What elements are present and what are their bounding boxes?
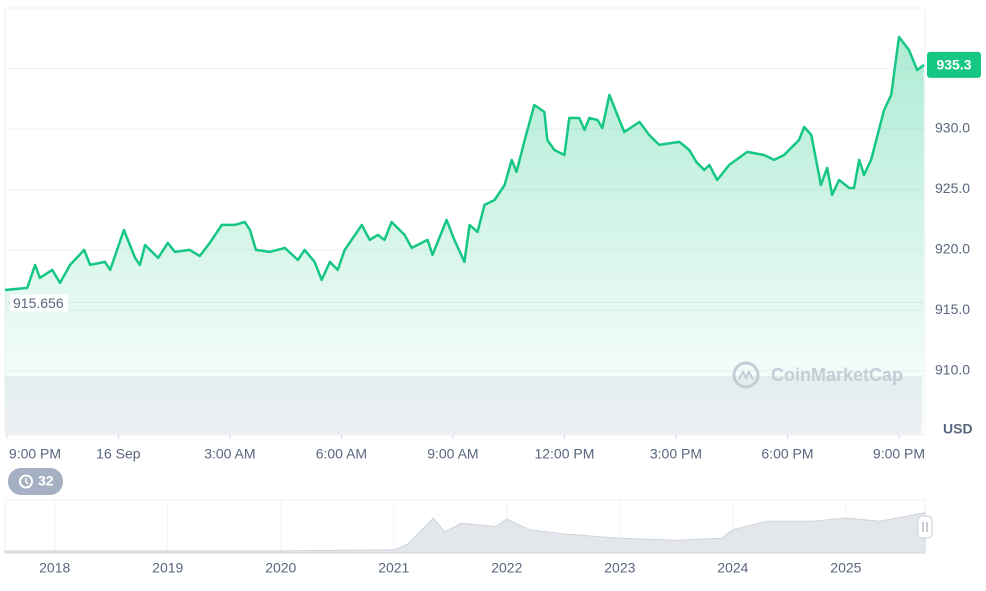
x-tick-label: 2024: [717, 560, 748, 576]
navigator-area: [4, 512, 926, 554]
handle-grip: [922, 522, 928, 532]
x-tick-label: 2018: [39, 560, 70, 576]
history-count: 32: [38, 473, 54, 489]
navigator-handle[interactable]: [917, 515, 933, 539]
price-badge-label: 935.3: [936, 57, 971, 73]
x-tick-label: 6:00 PM: [761, 446, 813, 462]
watermark: CoinMarketCap: [771, 365, 903, 385]
reference-label: 915.656: [13, 295, 64, 311]
x-tick-label: 3:00 AM: [204, 446, 255, 462]
reference-label-bg: [10, 294, 68, 312]
x-tick-label: 16 Sep: [96, 446, 141, 462]
x-tick-label: 2019: [152, 560, 183, 576]
x-tick-label: 2020: [265, 560, 296, 576]
watermark-logo: [732, 361, 760, 389]
y-tick-label: 920.0: [935, 241, 970, 257]
area-fill: [5, 37, 924, 435]
x-tick-label: 2023: [604, 560, 635, 576]
x-tick-label: 2025: [830, 560, 861, 576]
x-tick-label: 3:00 PM: [650, 446, 702, 462]
x-tick-label: 2021: [378, 560, 409, 576]
x-tick-label: 2022: [491, 560, 522, 576]
y-tick-label: 925.0: [935, 180, 970, 196]
y-unit: USD: [943, 421, 973, 437]
x-tick-label: 9:00 PM: [9, 446, 61, 462]
price-badge: [927, 51, 981, 78]
x-tick-label: 6:00 AM: [316, 446, 367, 462]
navigator: 2018 2019 2020 2021 2022 2023 2024 2025: [4, 500, 926, 576]
y-tick-label: 910.0: [935, 362, 970, 378]
x-tick-label: 9:00 PM: [873, 446, 925, 462]
history-badge[interactable]: 32: [8, 468, 63, 495]
y-tick-label: 915.0: [935, 301, 970, 317]
x-tick-label: 9:00 AM: [427, 446, 478, 462]
x-tick-label: 12:00 PM: [534, 446, 594, 462]
price-line: [4, 35, 925, 292]
y-tick-label: 930.0: [935, 120, 970, 136]
